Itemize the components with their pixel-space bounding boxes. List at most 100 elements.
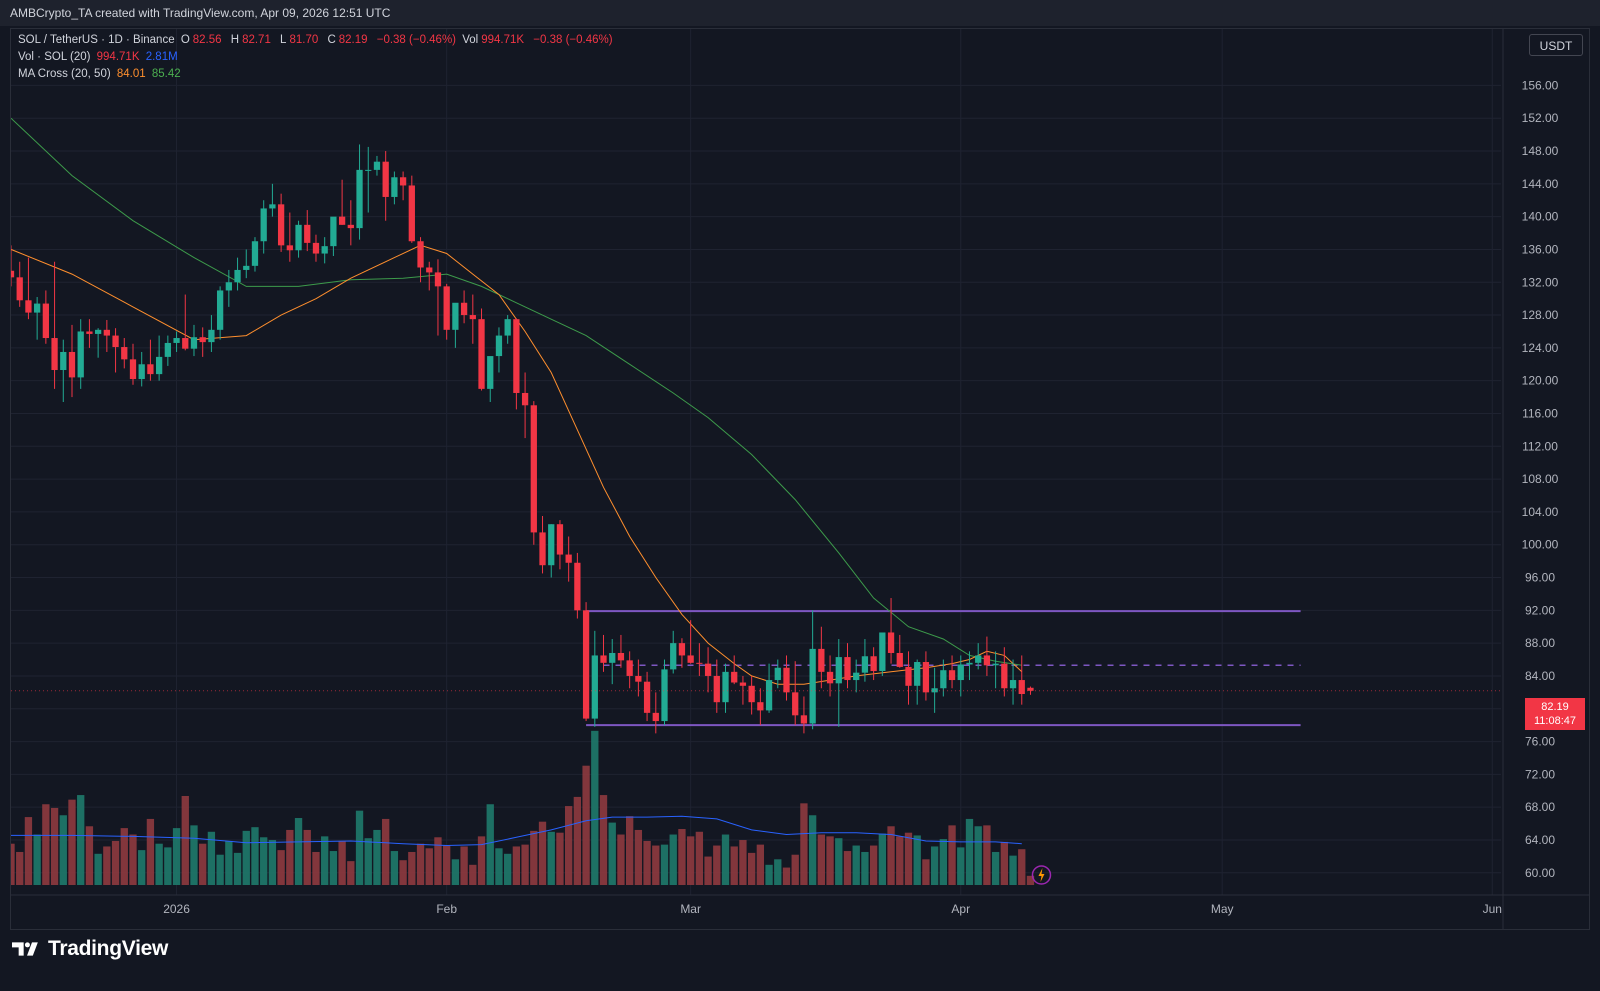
price-axis-label: 108.00 bbox=[1522, 472, 1559, 486]
volume-bar-down bbox=[652, 845, 660, 885]
candle-down bbox=[565, 554, 572, 563]
candle-down bbox=[460, 302, 468, 316]
ohlc-close: C 82.19 bbox=[327, 34, 370, 46]
symbol-title[interactable]: SOL / TetherUS · 1D · Binance bbox=[18, 34, 175, 46]
candle-up bbox=[661, 669, 668, 722]
candle-up bbox=[155, 356, 163, 375]
candle-down bbox=[304, 224, 311, 243]
candle-up bbox=[992, 663, 999, 666]
volume-bar-down bbox=[634, 829, 643, 885]
footer: TradingView bbox=[0, 930, 1600, 991]
price-axis-label: 60.00 bbox=[1525, 866, 1555, 880]
vol-change: −0.38 (−0.46%) bbox=[533, 34, 613, 46]
candle-down bbox=[582, 610, 590, 719]
ohlc-high: H 82.71 bbox=[231, 34, 274, 46]
volume-bar-down bbox=[704, 856, 712, 885]
volume-bar-up bbox=[991, 851, 1000, 885]
volume-bar-up bbox=[486, 804, 494, 885]
ma-fast-line bbox=[11, 244, 1023, 685]
volume-bar-down bbox=[747, 852, 756, 885]
candle-down bbox=[600, 655, 607, 663]
volume-bar-up bbox=[608, 822, 616, 885]
candle-down bbox=[434, 272, 442, 287]
candle-up bbox=[243, 265, 250, 270]
volume-bar-down bbox=[399, 860, 407, 885]
volume-bar-up bbox=[495, 848, 503, 885]
volume-bar-up bbox=[930, 846, 939, 885]
candle-up bbox=[591, 655, 598, 719]
candle-down bbox=[539, 532, 546, 566]
price-chart[interactable]: 60.0064.0068.0072.0076.0080.0084.0088.00… bbox=[11, 29, 1589, 929]
volume-bar-down bbox=[896, 836, 904, 885]
volume-bar-up bbox=[878, 833, 887, 885]
candle-down bbox=[112, 335, 119, 348]
candle-up bbox=[914, 662, 921, 686]
volume-bar-down bbox=[565, 806, 573, 885]
volume-bar-down bbox=[530, 830, 538, 885]
ma-cross-title[interactable]: MA Cross (20, 50) bbox=[18, 68, 111, 80]
candle-up bbox=[234, 269, 241, 283]
candle-up bbox=[670, 643, 677, 670]
volume-bar-up bbox=[207, 831, 216, 885]
volume-bar-up bbox=[138, 850, 146, 885]
price-axis-label: 152.00 bbox=[1522, 111, 1559, 125]
candle-up bbox=[208, 329, 215, 343]
candle-down bbox=[399, 177, 407, 186]
volume-bar-down bbox=[477, 836, 486, 885]
volume-bar-down bbox=[582, 765, 590, 885]
volume-bar-up bbox=[852, 845, 860, 885]
volume-bar-down bbox=[556, 832, 564, 885]
candle-up bbox=[504, 319, 511, 336]
time-axis-label: 2026 bbox=[163, 902, 190, 916]
volume-value: 994.71K bbox=[96, 51, 140, 63]
candle-up bbox=[164, 342, 171, 357]
price-axis-label: 144.00 bbox=[1522, 177, 1559, 191]
volume-bar-down bbox=[85, 826, 94, 885]
volume-indicator-title[interactable]: Vol · SOL (20) bbox=[18, 51, 91, 63]
volume-bar-down bbox=[948, 825, 956, 885]
candle-up bbox=[225, 282, 232, 291]
ohlc-open: O 82.56 bbox=[181, 34, 225, 46]
candle-down bbox=[887, 632, 895, 653]
candle-down bbox=[896, 652, 903, 667]
volume-bar-down bbox=[904, 832, 913, 885]
candle-up bbox=[809, 648, 816, 724]
time-axis-label: Apr bbox=[951, 902, 970, 916]
volume-bar-down bbox=[129, 834, 137, 885]
candle-down bbox=[286, 245, 293, 251]
currency-button[interactable]: USDT bbox=[1529, 34, 1583, 56]
volume-bar-up bbox=[591, 730, 599, 885]
candle-down bbox=[347, 224, 354, 229]
candle-up bbox=[173, 338, 180, 343]
volume-bar-down bbox=[416, 843, 425, 885]
candle-up bbox=[391, 177, 398, 197]
volume-bar-up bbox=[939, 839, 947, 885]
candle-up bbox=[487, 356, 494, 389]
candle-down bbox=[643, 681, 651, 713]
candle-up bbox=[957, 664, 964, 681]
volume-bar-down bbox=[111, 840, 120, 885]
volume-bar-down bbox=[425, 848, 433, 885]
price-axis-label: 140.00 bbox=[1522, 210, 1559, 224]
candle-down bbox=[277, 204, 285, 246]
candle-down bbox=[556, 524, 564, 555]
volume-bar-down bbox=[1018, 849, 1026, 885]
chart-panel[interactable]: 60.0064.0068.0072.0076.0080.0084.0088.00… bbox=[10, 28, 1590, 930]
volume-bar-up bbox=[957, 847, 965, 885]
volume-bar-up bbox=[172, 828, 181, 885]
tradingview-logo[interactable]: TradingView bbox=[12, 934, 168, 964]
event-marker-icon bbox=[1031, 865, 1052, 885]
close-label: C bbox=[327, 34, 336, 46]
volume-bar-up bbox=[225, 840, 233, 885]
volume-bar-up bbox=[808, 815, 817, 885]
volume-bar-down bbox=[521, 844, 529, 885]
candle-up bbox=[495, 335, 503, 357]
volume-bar-down bbox=[338, 840, 346, 885]
volume-bar-down bbox=[16, 851, 24, 885]
volume-bar-down bbox=[382, 818, 390, 885]
candle-down bbox=[574, 562, 581, 611]
close-value: 82.19 bbox=[338, 34, 368, 46]
volume-bar-up bbox=[329, 851, 338, 885]
candle-down bbox=[731, 671, 738, 683]
candle-up bbox=[940, 670, 947, 689]
